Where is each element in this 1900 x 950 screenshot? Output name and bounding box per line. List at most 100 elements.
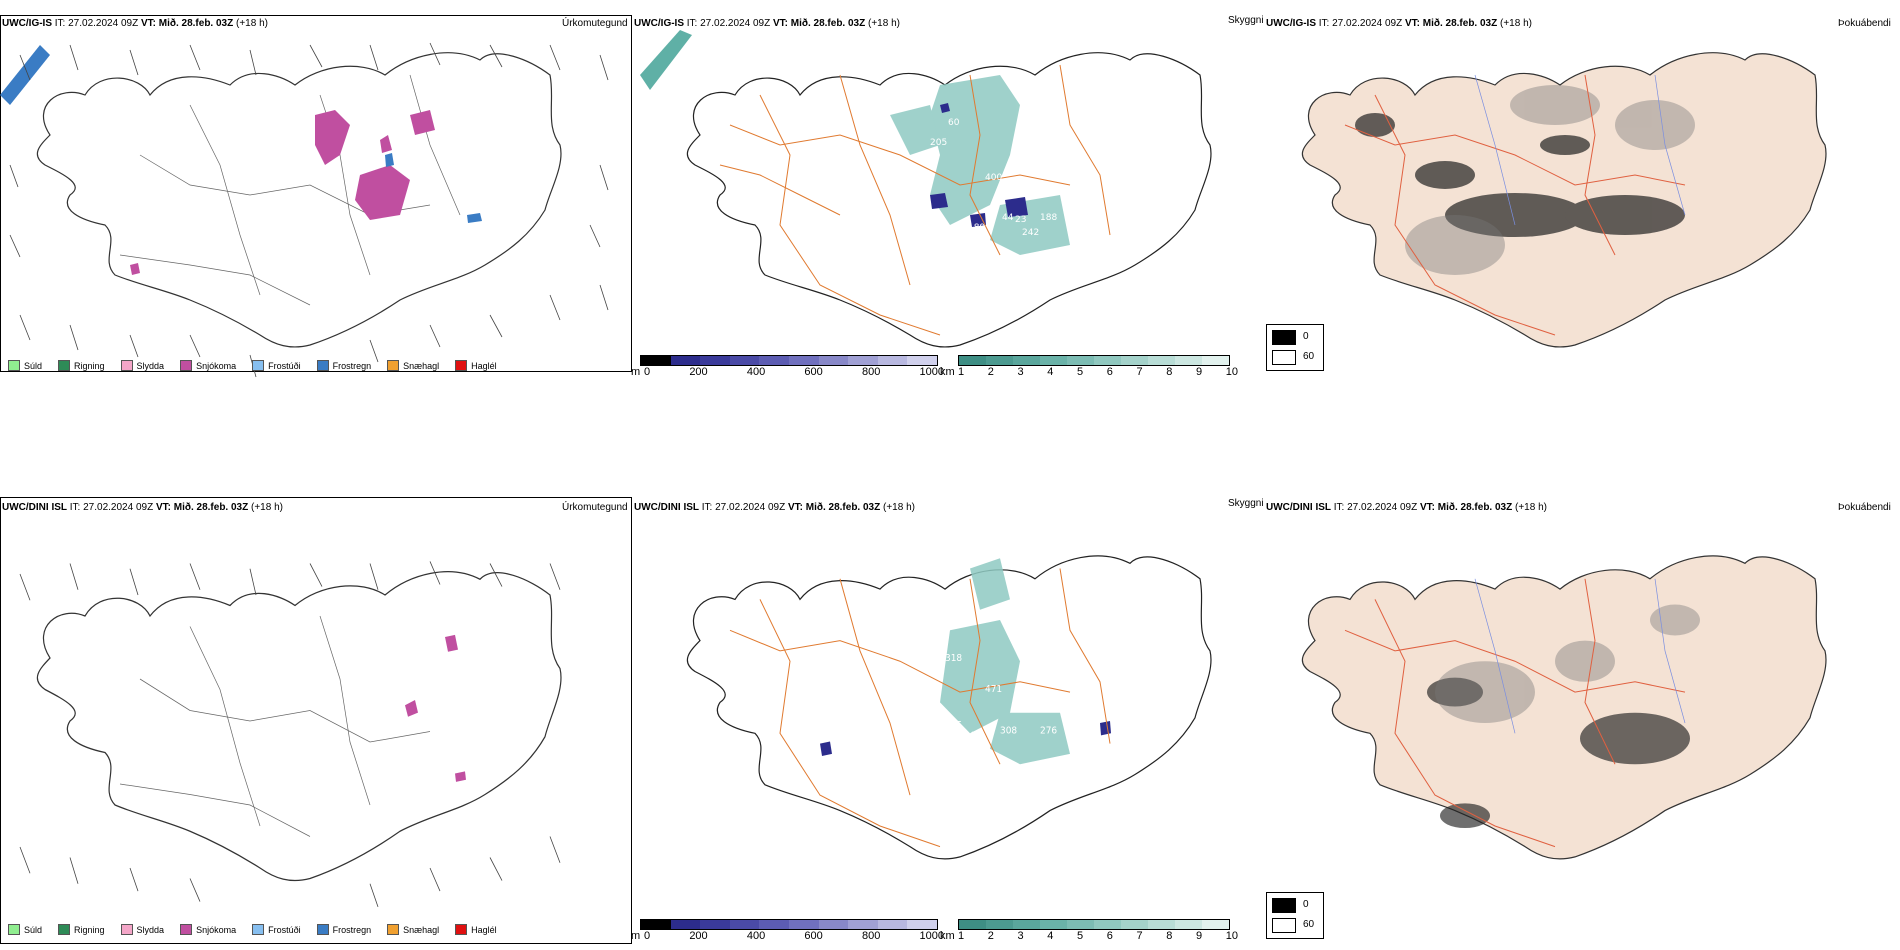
cloud-label: 205	[930, 138, 947, 148]
precip-map	[0, 42, 609, 378]
fog-dark-areas	[1355, 113, 1685, 237]
tick: 1	[958, 930, 965, 942]
precip-legend-swatch	[180, 360, 193, 371]
cloud-label: 308	[1000, 726, 1017, 736]
it-value: 27.02.2024 09Z	[68, 18, 139, 29]
model-name: UWC/IG-IS	[2, 18, 52, 29]
tick: 800	[861, 930, 881, 942]
tick: 1000	[919, 366, 944, 378]
tick: 2	[987, 930, 994, 942]
cloud-label: 60	[948, 118, 960, 128]
row2-header-fog: UWC/DINI ISL IT: 27.02.2024 09Z VT: Mið.…	[1266, 502, 1547, 513]
row1-panel: UWC/IG-IS IT: 27.02.2024 09Z VT: Mið. 28…	[0, 10, 1900, 380]
lead-time: (+18 h)	[251, 502, 283, 513]
lead-time: (+18 h)	[868, 18, 900, 29]
tick: 400	[746, 366, 766, 378]
cloud-base-labels: 60 205 400 189 44 23 242 188	[930, 118, 1057, 238]
cloud-label: 318	[945, 654, 962, 664]
precip-legend-label: Slydda	[136, 924, 165, 935]
tick: 800	[861, 366, 881, 378]
tick: 1000	[919, 930, 944, 942]
visibility-colorbar	[958, 355, 1230, 366]
teal-areas	[890, 75, 1070, 255]
vis-title: Skyggni	[1228, 498, 1264, 509]
precip-legend-swatch	[387, 924, 400, 935]
precip-legend-swatch	[455, 924, 468, 935]
tick: 7	[1136, 366, 1143, 378]
precip-legend-swatch	[316, 360, 329, 371]
precip-legend-item: Haglél	[455, 924, 497, 935]
precip-legend: Súld Rigning Slydda Snjókoma Frostúði Frostre…	[8, 360, 497, 371]
vt-label: VT:	[1404, 18, 1420, 29]
row1-maps: 60 205 400 189 44 23 242 188	[0, 30, 1827, 378]
cloud-label: 400	[985, 173, 1002, 183]
precip-legend: Súld Rigning Slydda Snjókoma Frostúði Frostre…	[8, 924, 497, 935]
precip-legend-item: Frostúði	[252, 360, 301, 371]
model-name: UWC/DINI ISL	[634, 502, 699, 513]
cloud-ticks: 0 200 400 600 800 1000	[644, 366, 944, 378]
vt-label: VT:	[787, 502, 803, 513]
precip-map-frame	[0, 15, 632, 372]
it-value: 27.02.2024 09Z	[1347, 502, 1418, 513]
vt-value: Mið. 28.feb. 03Z	[805, 502, 881, 513]
cloud-label: 189	[968, 223, 985, 233]
precip-legend-label: Frostúði	[268, 924, 301, 935]
vt-label: VT:	[772, 18, 788, 29]
visibility-map: 318 471 205 68 308 276	[686, 555, 1212, 860]
tick: 6	[1106, 366, 1113, 378]
precip-legend-item: Rigning	[58, 360, 105, 371]
fog-legend: 0 60	[1266, 892, 1324, 939]
row2-panel: UWC/DINI ISL IT: 27.02.2024 09Z VT: Mið.…	[0, 492, 1900, 950]
tick: 4	[1047, 366, 1054, 378]
precip-legend-item: Súld	[8, 360, 42, 371]
precip-legend-swatch	[120, 360, 133, 371]
it-value: 27.02.2024 09Z	[715, 502, 786, 513]
precip-legend-item: Slydda	[120, 360, 165, 371]
fog-label-0: 0	[1303, 899, 1309, 910]
tick: 3	[1017, 930, 1024, 942]
precip-legend-item: Snæhagl	[387, 924, 439, 935]
precip-legend-label: Snæhagl	[403, 360, 440, 371]
tick: 200	[689, 366, 708, 378]
precip-legend-swatch	[455, 360, 468, 371]
precip-legend-swatch	[252, 924, 265, 935]
precip-legend-label: Súld	[24, 360, 43, 371]
precip-legend-label: Slydda	[136, 360, 165, 371]
precip-legend-item: Snæhagl	[387, 360, 439, 371]
fog-map	[1301, 555, 1827, 860]
lead-time: (+18 h)	[236, 18, 268, 29]
row1-header-precip: UWC/IG-IS IT: 27.02.2024 09Z VT: Mið. 28…	[2, 18, 268, 29]
tick: 10	[1225, 366, 1238, 378]
row2-maps: 318 471 205 68 308 276	[19, 555, 1827, 907]
precip-legend-label: Frostúði	[268, 360, 301, 371]
cloud-base-colorbar	[640, 919, 938, 930]
cloud-base-colorbar	[640, 355, 938, 366]
it-label: IT:	[54, 18, 66, 29]
precip-legend-label: Snjókoma	[196, 360, 237, 371]
model-name: UWC/DINI ISL	[2, 502, 67, 513]
precip-legend-swatch	[58, 360, 71, 371]
it-value: 27.02.2024 09Z	[83, 502, 154, 513]
vis-ticks: 1 2 3 4 5 6 7 8 9 10	[958, 930, 1238, 942]
tick: 2	[987, 366, 994, 378]
tick: 200	[689, 930, 708, 942]
precip-legend-swatch	[252, 360, 265, 371]
vt-label: VT:	[1419, 502, 1435, 513]
tick: 3	[1017, 366, 1024, 378]
vis-unit: km	[940, 930, 955, 942]
fog-swatch-high	[1272, 330, 1296, 345]
vis-unit: km	[940, 366, 955, 378]
precip-legend-item: Snjókoma	[180, 360, 236, 371]
it-label: IT:	[1333, 502, 1345, 513]
precip-legend-label: Frostregn	[332, 360, 372, 371]
cloud-unit: m	[631, 366, 641, 378]
tick: 8	[1166, 366, 1173, 378]
precip-map-frame	[0, 497, 632, 944]
precip-legend-item: Frostregn	[316, 924, 371, 935]
vis-title: Skyggni	[1228, 15, 1264, 26]
vis-ticks: 1 2 3 4 5 6 7 8 9 10	[958, 366, 1238, 378]
tick: 5	[1077, 366, 1084, 378]
model-name: UWC/IG-IS	[634, 18, 684, 29]
tick: 1	[958, 366, 965, 378]
it-value: 27.02.2024 09Z	[1332, 18, 1403, 29]
